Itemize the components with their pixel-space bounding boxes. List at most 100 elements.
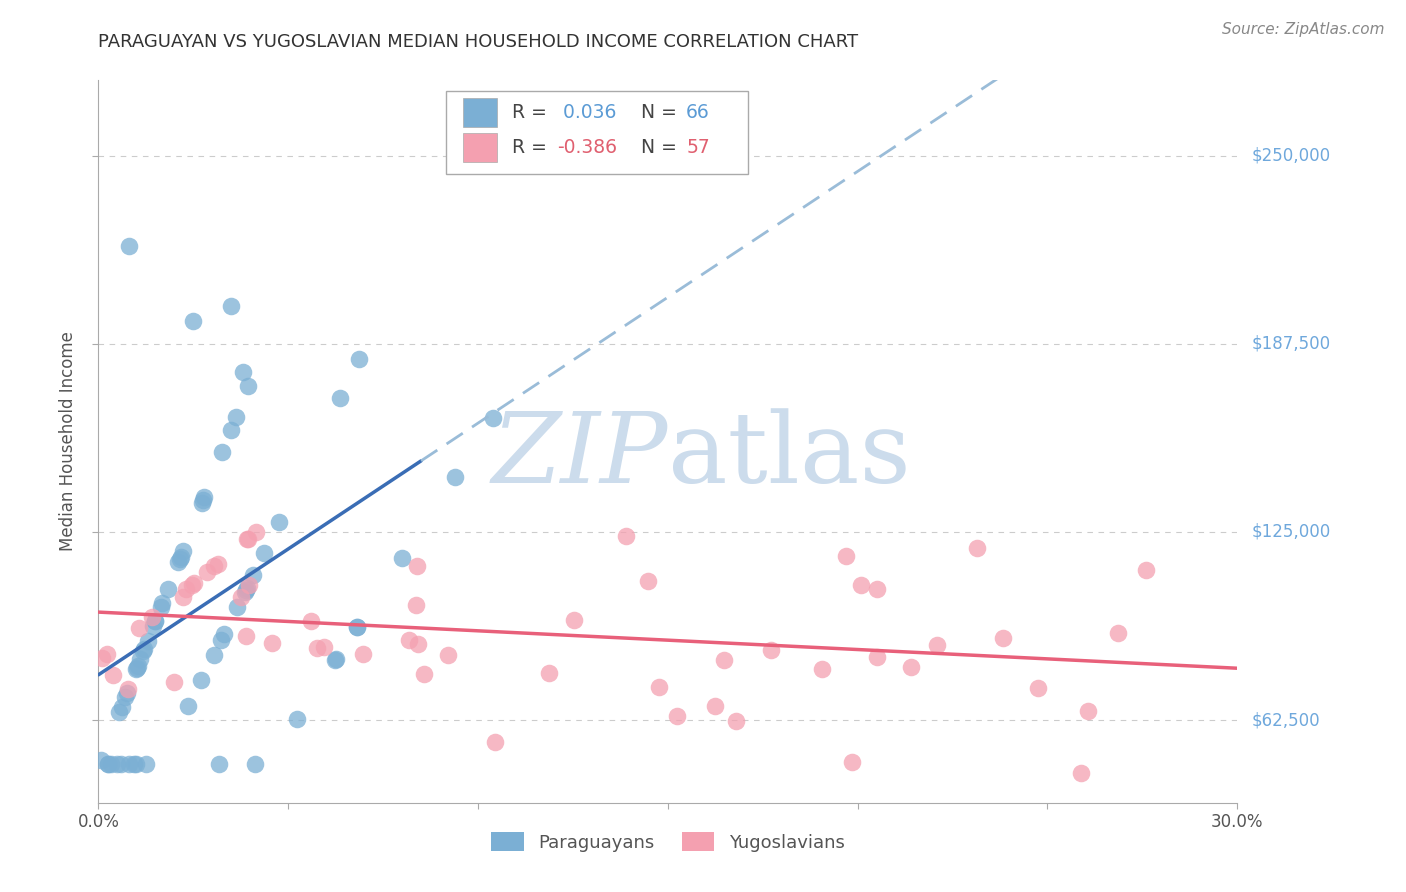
Point bbox=[235, 581, 257, 595]
FancyBboxPatch shape bbox=[463, 98, 498, 128]
Point bbox=[325, 651, 347, 665]
Point bbox=[391, 550, 413, 565]
Point bbox=[245, 524, 267, 539]
Point bbox=[329, 391, 352, 405]
Point bbox=[232, 365, 254, 379]
Point bbox=[253, 546, 276, 560]
Point bbox=[167, 556, 190, 570]
Point bbox=[193, 490, 215, 504]
Point bbox=[616, 529, 638, 543]
Point bbox=[128, 621, 150, 635]
Point bbox=[900, 660, 922, 674]
Point bbox=[564, 613, 586, 627]
Point bbox=[346, 620, 368, 634]
Point bbox=[260, 636, 283, 650]
Point bbox=[136, 633, 159, 648]
Point bbox=[405, 598, 427, 612]
Point bbox=[436, 648, 458, 662]
Point bbox=[117, 756, 139, 771]
Text: -0.386: -0.386 bbox=[557, 138, 617, 157]
Point bbox=[100, 756, 122, 771]
Point bbox=[108, 705, 131, 719]
Point bbox=[114, 690, 136, 705]
Point bbox=[219, 423, 242, 437]
Point bbox=[174, 582, 197, 597]
Point bbox=[323, 653, 346, 667]
Point bbox=[132, 644, 155, 658]
Text: 66: 66 bbox=[686, 103, 710, 122]
Text: N =: N = bbox=[628, 103, 683, 122]
Point bbox=[156, 582, 179, 596]
Point bbox=[152, 596, 174, 610]
Point bbox=[405, 558, 427, 573]
Point bbox=[150, 599, 173, 614]
Point bbox=[966, 541, 988, 556]
Point bbox=[637, 574, 659, 588]
FancyBboxPatch shape bbox=[463, 133, 498, 162]
Point bbox=[202, 648, 225, 662]
Point bbox=[172, 590, 194, 604]
Point bbox=[221, 299, 243, 313]
Point bbox=[1070, 765, 1092, 780]
Point bbox=[115, 686, 138, 700]
Y-axis label: Median Household Income: Median Household Income bbox=[59, 332, 77, 551]
Point bbox=[349, 351, 371, 366]
Point bbox=[141, 610, 163, 624]
Point bbox=[211, 445, 233, 459]
Point bbox=[238, 578, 260, 592]
Point bbox=[352, 648, 374, 662]
Point bbox=[1135, 563, 1157, 577]
Text: ZIP: ZIP bbox=[492, 409, 668, 504]
Text: R =: R = bbox=[512, 103, 553, 122]
Point bbox=[142, 619, 165, 633]
Point bbox=[212, 627, 235, 641]
Point bbox=[145, 614, 167, 628]
Point bbox=[202, 559, 225, 574]
Point bbox=[233, 584, 256, 599]
Text: $62,500: $62,500 bbox=[1251, 711, 1320, 729]
Point bbox=[195, 566, 218, 580]
Point bbox=[190, 496, 212, 510]
Point bbox=[226, 600, 249, 615]
Point bbox=[242, 567, 264, 582]
Point bbox=[398, 632, 420, 647]
Point bbox=[235, 582, 257, 597]
Point bbox=[537, 666, 560, 681]
Point bbox=[101, 668, 124, 682]
Point bbox=[866, 582, 889, 597]
FancyBboxPatch shape bbox=[446, 91, 748, 174]
Point bbox=[647, 680, 669, 694]
Point bbox=[346, 620, 368, 634]
Point bbox=[1077, 704, 1099, 718]
Point bbox=[105, 756, 128, 771]
Point bbox=[169, 549, 191, 564]
Point bbox=[925, 638, 948, 652]
Point bbox=[866, 650, 889, 665]
Point bbox=[180, 578, 202, 592]
Point bbox=[849, 578, 872, 592]
Legend: Paraguayans, Yugoslavians: Paraguayans, Yugoslavians bbox=[484, 825, 852, 859]
Point bbox=[91, 651, 114, 665]
Point bbox=[406, 637, 429, 651]
Point bbox=[110, 756, 132, 771]
Point bbox=[443, 470, 465, 484]
Point bbox=[811, 662, 834, 676]
Point bbox=[183, 576, 205, 591]
Point bbox=[172, 544, 194, 558]
Point bbox=[991, 632, 1014, 646]
Point bbox=[724, 714, 747, 728]
Point bbox=[236, 532, 259, 546]
Point bbox=[236, 379, 259, 393]
Point bbox=[96, 647, 118, 661]
Text: $250,000: $250,000 bbox=[1251, 146, 1330, 164]
Point bbox=[122, 756, 145, 771]
Point bbox=[163, 675, 186, 690]
Point bbox=[207, 557, 229, 571]
Point bbox=[193, 492, 215, 507]
Text: $125,000: $125,000 bbox=[1251, 523, 1330, 541]
Point bbox=[97, 756, 120, 771]
Point bbox=[307, 640, 329, 655]
Point bbox=[143, 614, 166, 628]
Point bbox=[269, 515, 291, 529]
Text: R =: R = bbox=[512, 138, 553, 157]
